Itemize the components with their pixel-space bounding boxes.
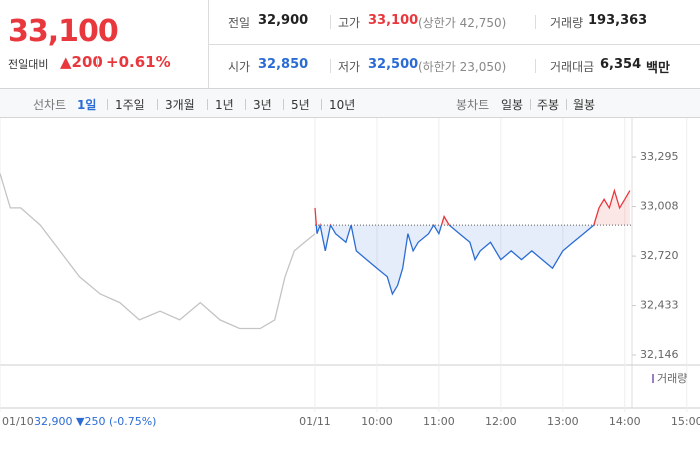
- divider: [330, 15, 331, 29]
- tab-heading: 선차트: [33, 98, 67, 112]
- divider: [97, 56, 98, 69]
- line: [0, 173, 316, 330]
- y-tick-label: 32,146: [640, 348, 679, 361]
- x-tick-label: 01/10: [2, 415, 34, 428]
- stat-value: 33,100: [368, 13, 419, 28]
- y-tick-label: 33,295: [640, 150, 679, 163]
- divider: [207, 99, 208, 110]
- candle-tab[interactable]: 주봉: [537, 98, 560, 112]
- candle-tab[interactable]: 일봉: [501, 98, 524, 112]
- x-tick-label: 14:00: [609, 415, 641, 428]
- x-tick-label: 15:00: [671, 415, 700, 428]
- change: ▲200: [60, 53, 103, 71]
- tab-bar: [0, 88, 700, 118]
- divider: [530, 99, 531, 110]
- x-tick-label: 01/11: [299, 415, 331, 428]
- prev-close-note: 32,900 ▼250 (-0.75%): [34, 415, 156, 428]
- x-tick-label: 13:00: [547, 415, 579, 428]
- divider: [535, 59, 536, 73]
- divider: [283, 99, 284, 110]
- change-label: 전일대비: [8, 58, 49, 71]
- stat-note: (상한가 42,750): [418, 16, 507, 30]
- period-tab[interactable]: 1년: [215, 98, 234, 112]
- period-tab[interactable]: 10년: [329, 98, 356, 112]
- stat-value: 32,850: [258, 57, 309, 72]
- stat-value: 193,363: [588, 13, 648, 28]
- stat-value: 32,900: [258, 13, 309, 28]
- volume-label: 거래량: [657, 372, 687, 385]
- line-up: [314, 188, 631, 226]
- stat-unit: 백만: [646, 61, 670, 76]
- divider: [566, 99, 567, 110]
- divider: [107, 99, 108, 110]
- period-tab[interactable]: 1일: [77, 98, 97, 112]
- y-tick-label: 32,433: [640, 299, 679, 312]
- x-tick-label: 12:00: [485, 415, 517, 428]
- candle-tab[interactable]: 월봉: [573, 98, 596, 112]
- line-down: [315, 225, 595, 296]
- stat-label: 고가: [338, 16, 361, 30]
- stat-value: 6,354: [600, 57, 642, 72]
- area-down: [315, 225, 630, 294]
- y-tick-label: 33,008: [640, 199, 679, 212]
- stat-value: 32,500: [368, 57, 419, 72]
- period-tab[interactable]: 3개월: [165, 98, 195, 112]
- x-tick-label: 11:00: [423, 415, 455, 428]
- divider: [535, 15, 536, 29]
- chart: 33,295 33,008 32,720 32,433 32,146 01/10 01/11…: [0, 118, 700, 428]
- period-tab[interactable]: 3년: [253, 98, 272, 112]
- period-tab[interactable]: 5년: [291, 98, 310, 112]
- divider: [245, 99, 246, 110]
- legend-swatch: [652, 374, 654, 383]
- period-tab[interactable]: 1주일: [115, 98, 145, 112]
- stat-label: 전일: [228, 16, 251, 30]
- stat-label: 거래량: [550, 16, 584, 30]
- stat-label: 저가: [338, 60, 361, 74]
- x-tick-label: 10:00: [361, 415, 393, 428]
- divider: [208, 44, 700, 45]
- area-up: [315, 190, 630, 226]
- change-rate: +0.61%: [106, 53, 171, 71]
- y-tick-label: 32,720: [640, 249, 679, 262]
- divider: [321, 99, 322, 110]
- stat-note: (하한가 23,050): [418, 60, 507, 74]
- divider: [330, 59, 331, 73]
- price: 33,100: [8, 14, 119, 49]
- stat-label: 거래대금: [550, 60, 595, 74]
- divider: [157, 99, 158, 110]
- stat-label: 시가: [228, 60, 251, 74]
- tab-heading: 봉차트: [456, 98, 490, 112]
